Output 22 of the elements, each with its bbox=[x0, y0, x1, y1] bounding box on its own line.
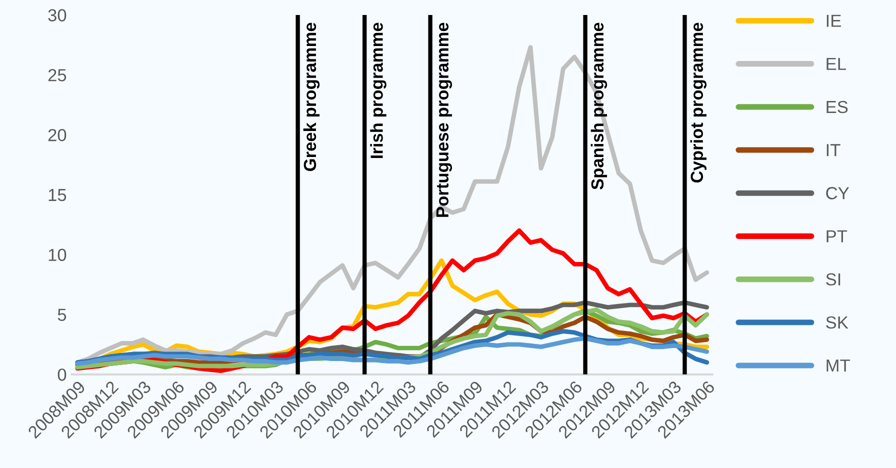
ref-line-label: Irish programme bbox=[370, 22, 386, 158]
y-tick-label: 20 bbox=[48, 128, 66, 142]
legend-label: IT bbox=[826, 144, 840, 156]
line-series bbox=[75, 336, 710, 366]
y-tick-label: 25 bbox=[48, 69, 66, 82]
legend-label: SI bbox=[826, 273, 840, 286]
ref-line-label: Cypriot programme bbox=[690, 22, 707, 183]
y-tick-label: 15 bbox=[48, 189, 66, 202]
y-tick-label: 0 bbox=[58, 368, 66, 381]
legend-label: PT bbox=[826, 230, 848, 242]
y-tick-label: 10 bbox=[48, 248, 66, 262]
legend-label: EL bbox=[826, 58, 846, 70]
y-tick-label: 30 bbox=[48, 9, 66, 22]
y-tick-label: 5 bbox=[58, 308, 66, 321]
ref-line-label: Spanish programme bbox=[590, 22, 608, 190]
legend-label: SK bbox=[826, 316, 848, 329]
legend-label: MT bbox=[826, 360, 850, 372]
legend-label: CY bbox=[826, 187, 850, 200]
ref-line-label: Greek programme bbox=[303, 22, 320, 172]
legend-label: IE bbox=[826, 14, 841, 27]
ref-line-label: Portuguese programme bbox=[436, 22, 452, 217]
legend-label: ES bbox=[826, 100, 848, 114]
